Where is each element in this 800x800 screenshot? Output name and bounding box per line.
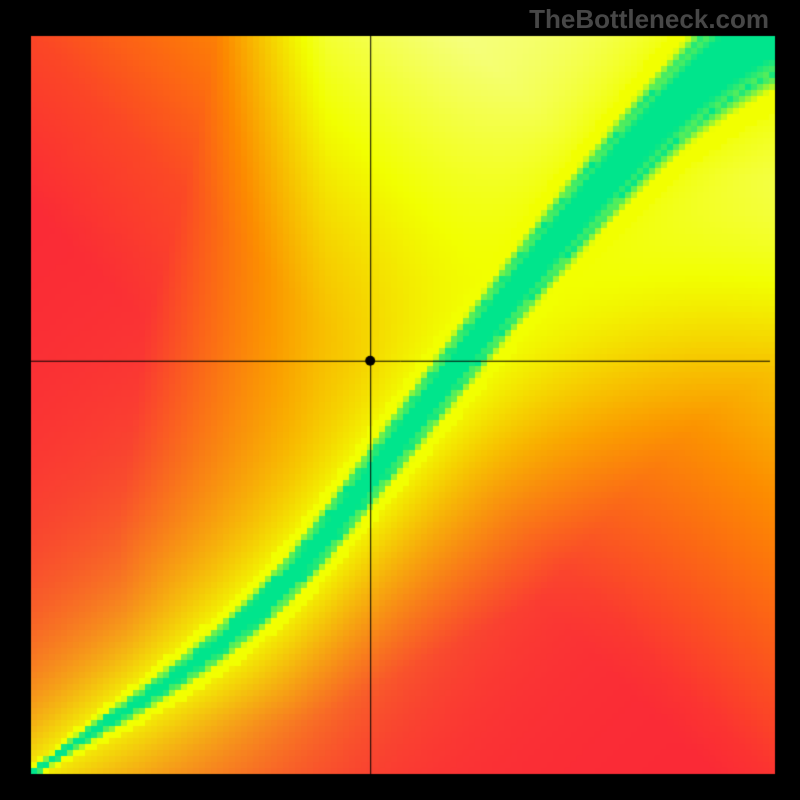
heatmap-canvas (0, 0, 800, 800)
watermark: TheBottleneck.com (529, 4, 769, 35)
